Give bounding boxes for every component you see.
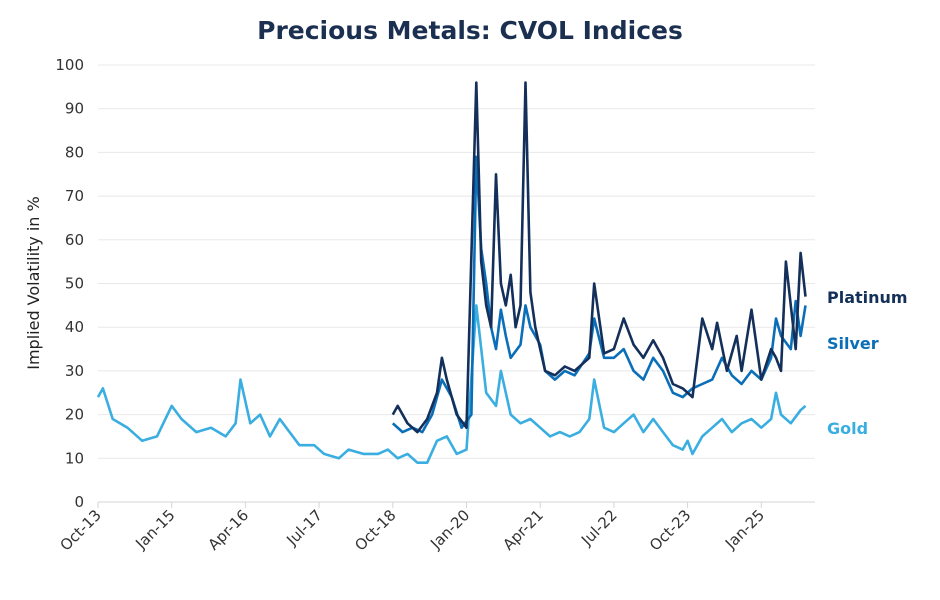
y-tick-labels: 0 10 20 30 40 50 60 70 80 90 100 xyxy=(55,56,84,511)
x-tick-label: Jan-20 xyxy=(426,506,473,553)
y-tick-label: 10 xyxy=(65,449,84,467)
x-tick-label: Oct-18 xyxy=(351,506,399,554)
y-tick-label: 80 xyxy=(65,143,84,161)
series-lines xyxy=(96,81,807,464)
series-labels: Platinum Silver Gold xyxy=(827,288,908,438)
x-tick-label: Jan-15 xyxy=(131,506,178,553)
series-label-silver: Silver xyxy=(827,334,879,353)
chart-title: Precious Metals: CVOL Indices xyxy=(257,16,683,45)
x-tick-label: Jan-25 xyxy=(721,506,768,553)
y-axis-label: Implied Volatility in % xyxy=(24,196,43,370)
x-tick-label: Apr-16 xyxy=(204,506,252,554)
y-tick-label: 30 xyxy=(65,362,84,380)
y-tick-label: 70 xyxy=(65,187,84,205)
x-tick-label: Jul-17 xyxy=(282,506,326,550)
x-tick-label: Apr-21 xyxy=(499,506,547,554)
y-tick-label: 100 xyxy=(55,56,84,74)
series-line-silver xyxy=(391,155,807,434)
y-tick-label: 60 xyxy=(65,231,84,249)
series-line-gold xyxy=(96,304,807,464)
y-tick-label: 40 xyxy=(65,318,84,336)
series-label-platinum: Platinum xyxy=(827,288,908,307)
series-label-gold: Gold xyxy=(827,419,868,438)
x-tick-label: Oct-23 xyxy=(646,506,694,554)
y-tick-label: 90 xyxy=(65,100,84,118)
series-line-platinum xyxy=(391,81,807,434)
x-tick-label: Oct-13 xyxy=(56,506,104,554)
y-tick-label: 50 xyxy=(65,275,84,293)
y-tick-label: 0 xyxy=(74,493,84,511)
gridlines xyxy=(97,64,815,508)
x-tick-label: Jul-22 xyxy=(577,506,621,550)
y-tick-label: 20 xyxy=(65,406,84,424)
x-tick-labels: Oct-13 Jan-15 Apr-16 Jul-17 Oct-18 Jan-20 Apr-… xyxy=(56,506,768,554)
